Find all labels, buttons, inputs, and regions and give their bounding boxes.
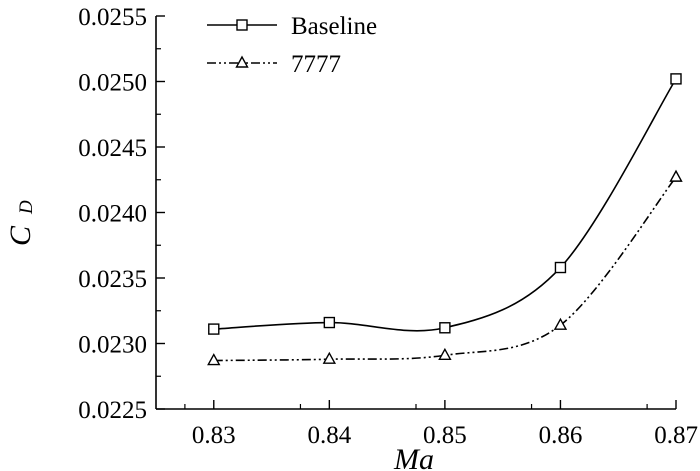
- triangle-marker-icon: [235, 55, 249, 68]
- series-layer: [207, 73, 683, 366]
- series-line-baseline: [213, 78, 677, 332]
- x-axis-title: Ma: [393, 443, 434, 471]
- y-axis-ticks: 0.0225 0.0230 0.0235 0.0240 0.0245 0.0250 0.02…: [78, 4, 165, 424]
- legend-entry-baseline: Baseline: [207, 13, 377, 40]
- y-tick-label: 0.0240: [78, 201, 147, 228]
- x-tick-label: 0.84: [307, 422, 351, 449]
- series-line-7777: [213, 176, 677, 362]
- series-baseline: [208, 73, 682, 335]
- y-tick-label: 0.0230: [78, 332, 147, 359]
- x-tick-label: 0.85: [423, 422, 467, 449]
- data-point-triangle: [438, 347, 452, 360]
- data-point-square: [554, 261, 567, 274]
- data-point-triangle: [322, 351, 337, 364]
- y-axis-title-subscript: D: [16, 200, 37, 215]
- x-tick-label: 0.86: [539, 422, 583, 449]
- y-axis-title: C: [4, 225, 37, 246]
- x-tick-label: 0.87: [654, 422, 698, 449]
- axes: [155, 16, 676, 410]
- data-point-triangle: [669, 169, 683, 182]
- legend: Baseline 7777: [207, 13, 377, 78]
- y-tick-label: 0.0250: [78, 70, 147, 97]
- data-point-triangle: [207, 353, 221, 366]
- square-marker-icon: [236, 19, 248, 31]
- x-tick-label: 0.83: [192, 422, 236, 449]
- y-tick-label: 0.0255: [78, 4, 147, 31]
- series-7777: [207, 169, 683, 366]
- y-tick-label: 0.0225: [78, 397, 147, 424]
- legend-label-7777: 7777: [291, 51, 341, 78]
- data-point-square: [208, 323, 220, 335]
- data-point-square: [323, 316, 336, 329]
- data-point-square: [439, 322, 451, 334]
- x-axis-ticks: 0.83 0.84 0.85 0.86 0.87: [184, 400, 698, 449]
- y-tick-label: 0.0235: [78, 266, 147, 293]
- legend-entry-7777: 7777: [207, 51, 341, 78]
- data-point-square: [670, 73, 682, 85]
- y-tick-label: 0.0245: [78, 135, 147, 162]
- data-point-triangle: [553, 317, 568, 330]
- legend-label-baseline: Baseline: [291, 13, 377, 40]
